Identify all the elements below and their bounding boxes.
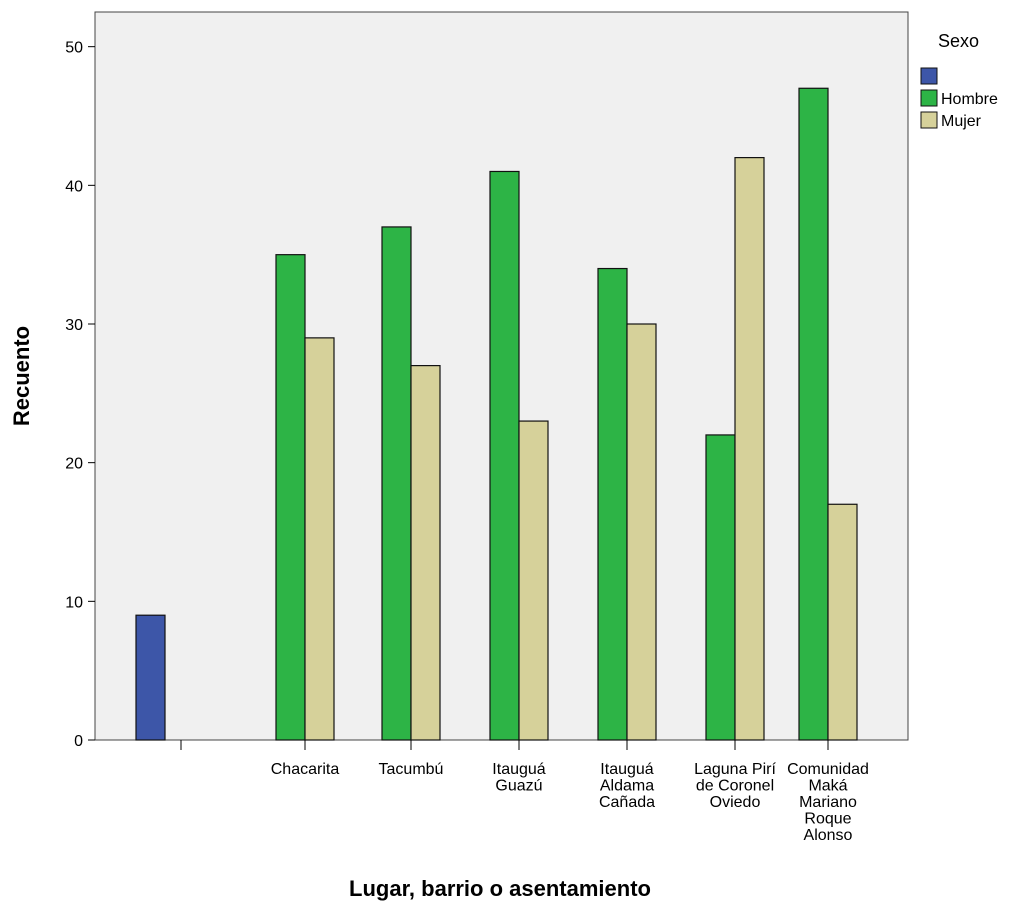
bar-missing-0 bbox=[135, 614, 166, 741]
bar-mujer-5 bbox=[734, 157, 765, 741]
x-axis-title: Lugar, barrio o asentamiento bbox=[349, 876, 651, 901]
bar-hombre-6 bbox=[798, 87, 829, 741]
x-tick-label: Roque bbox=[804, 811, 851, 828]
y-tick-label: 20 bbox=[65, 456, 83, 473]
bar-mujer-1 bbox=[304, 337, 335, 741]
x-tick-label: Alonso bbox=[804, 827, 853, 844]
y-tick-label: 40 bbox=[65, 178, 83, 195]
legend-title: Sexo bbox=[938, 31, 979, 51]
bar-hombre-5 bbox=[705, 434, 736, 741]
x-tick-label: Mariano bbox=[799, 794, 857, 811]
legend-swatch bbox=[920, 111, 938, 129]
bar-hombre-3 bbox=[489, 170, 520, 741]
x-tick-label: Cañada bbox=[599, 794, 655, 811]
x-tick-label: Comunidad bbox=[787, 761, 869, 778]
x-tick-label: Chacarita bbox=[271, 761, 340, 778]
x-tick-label: Itauguá bbox=[600, 761, 653, 778]
bar-mujer-6 bbox=[827, 503, 858, 741]
legend-swatch bbox=[920, 89, 938, 107]
x-tick-label: Guazú bbox=[495, 778, 542, 795]
y-axis-title: Recuento bbox=[9, 326, 34, 426]
legend-label: Mujer bbox=[941, 113, 982, 130]
x-tick-label: Itauguá bbox=[492, 761, 545, 778]
bar-mujer-3 bbox=[518, 420, 549, 741]
y-tick-label: 0 bbox=[74, 733, 83, 750]
x-tick-label: Tacumbú bbox=[379, 761, 444, 778]
y-tick-label: 50 bbox=[65, 40, 83, 57]
x-tick-label: Aldama bbox=[600, 778, 654, 795]
bar-mujer-2 bbox=[410, 365, 441, 741]
bar-hombre-4 bbox=[597, 267, 628, 741]
bar-hombre-2 bbox=[381, 226, 412, 741]
bar-hombre-1 bbox=[275, 254, 306, 741]
y-tick-label: 30 bbox=[65, 317, 83, 334]
legend-label: Hombre bbox=[941, 91, 998, 108]
y-tick-label: 10 bbox=[65, 594, 83, 611]
legend-swatch bbox=[920, 67, 938, 85]
x-tick-label: Maká bbox=[808, 778, 847, 795]
x-tick-label: Oviedo bbox=[710, 794, 761, 811]
x-tick-label: de Coronel bbox=[696, 778, 774, 795]
x-tick-label: Laguna Pirí bbox=[694, 761, 776, 778]
bar-mujer-4 bbox=[626, 323, 657, 741]
